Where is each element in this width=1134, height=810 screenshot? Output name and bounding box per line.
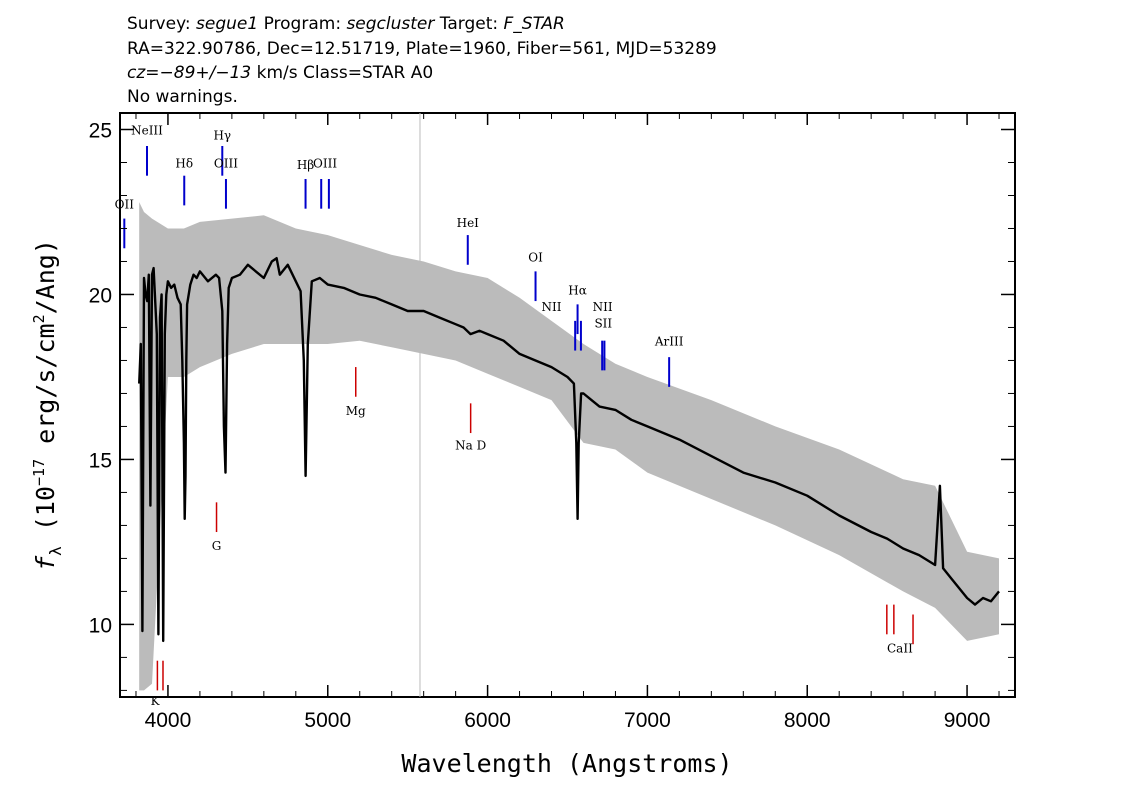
spectral-line-label: OI — [528, 250, 543, 264]
ticks-layer: 4000 5000 6000 7000 8000 9000 10 15 20 25 — [89, 113, 1015, 732]
x-tick-label: 4000 — [145, 709, 192, 732]
header-line-2: RA=322.90786, Dec=12.51719, Plate=1960, … — [127, 39, 717, 59]
header-line-3: cz=−89+/−13 km/s Class=STAR A0 — [127, 63, 433, 83]
y-tick-label: 20 — [89, 284, 112, 307]
spectral-line-label: Hδ — [175, 156, 193, 170]
y-title-mid: erg/s/cm — [31, 323, 60, 458]
spectral-line-label: NeIII — [131, 123, 163, 137]
y-tick-label: 15 — [89, 449, 112, 472]
survey-label: Survey: — [127, 14, 196, 34]
cz-value: −89+/−13 — [160, 63, 252, 83]
spectral-line-label: Mg — [346, 404, 366, 418]
y-title-f: f — [31, 555, 60, 571]
spectral-line-label: OIII — [313, 156, 337, 170]
y-title-sq: 2 — [30, 314, 48, 323]
spectral-line-label: Hβ — [297, 158, 314, 172]
flux-layer — [138, 257, 1000, 643]
cz-suffix: km/s Class=STAR A0 — [251, 63, 433, 83]
flux-series-line — [138, 257, 1000, 643]
y-title-exp: −17 — [30, 459, 48, 486]
x-axis-title: Wavelength (Angstroms) — [401, 749, 732, 778]
spectral-line-label: G — [212, 539, 222, 553]
spectral-line-label: K — [151, 694, 161, 708]
spectral-line-label: SII — [594, 316, 612, 330]
spectral-line-label: HeI — [457, 216, 480, 230]
header: Survey: segue1 Program: segcluster Targe… — [127, 14, 717, 107]
survey-value: segue1 — [196, 14, 258, 34]
header-line-1: Survey: segue1 Program: segcluster Targe… — [127, 14, 565, 34]
spectral-line-label: OIII — [214, 156, 238, 170]
y-title-open: (10 — [31, 486, 60, 546]
y-title-close: /Ang) — [31, 239, 60, 314]
spectral-line-label: NII — [593, 300, 613, 314]
target-label: Target: — [434, 14, 503, 34]
spectral-line-label: Na D — [455, 439, 486, 453]
error-envelope-layer — [139, 113, 999, 697]
spectral-line-label: ArIII — [654, 335, 684, 349]
x-tick-label: 5000 — [304, 709, 351, 732]
y-tick-label: 25 — [89, 119, 112, 142]
program-value: segcluster — [346, 14, 435, 34]
target-value: F_STAR — [504, 14, 565, 34]
program-label: Program: — [258, 14, 346, 34]
cz-prefix: cz= — [127, 63, 160, 83]
header-line-4: No warnings. — [127, 87, 238, 107]
error-envelope — [139, 202, 999, 691]
x-tick-label: 8000 — [784, 709, 831, 732]
y-title-lambda: λ — [46, 546, 65, 556]
spectral-line-label: Hα — [568, 283, 587, 297]
spectral-line-label: CaII — [887, 641, 913, 655]
plot-frame — [119, 112, 1016, 698]
x-tick-label: 6000 — [464, 709, 511, 732]
spectral-line-label: NII — [542, 300, 562, 314]
x-tick-label: 7000 — [624, 709, 671, 732]
x-tick-label: 9000 — [944, 709, 991, 732]
y-tick-label: 10 — [89, 614, 112, 637]
spectral-line-label: Hγ — [213, 128, 231, 142]
spectral-line-label: OII — [115, 198, 135, 212]
y-axis-title: fλ (10−17 erg/s/cm2/Ang) — [30, 239, 65, 571]
